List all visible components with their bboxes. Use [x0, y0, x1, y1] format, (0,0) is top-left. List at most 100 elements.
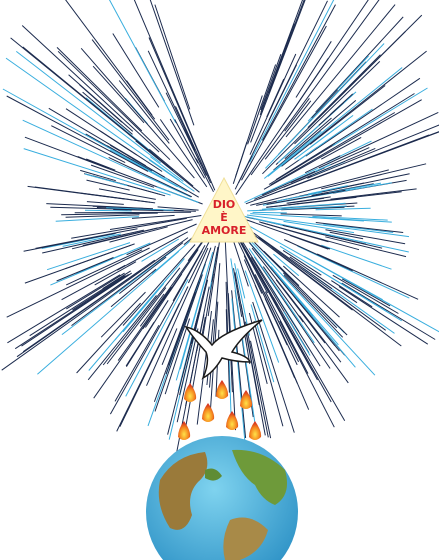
ray [50, 242, 151, 286]
ray [86, 179, 130, 191]
ray [283, 274, 344, 338]
ray [241, 25, 327, 181]
ray [308, 185, 348, 195]
ray [29, 275, 125, 337]
ray [273, 253, 300, 277]
ray [282, 249, 322, 276]
ray [259, 23, 295, 116]
ray [22, 119, 192, 198]
flame [184, 383, 197, 402]
ray [80, 169, 116, 182]
ray [318, 31, 406, 119]
ray [251, 247, 342, 363]
triangle-text: DIO [213, 198, 236, 211]
ray [330, 188, 417, 200]
ray [7, 274, 121, 344]
ray [258, 246, 348, 336]
ray [272, 297, 346, 422]
ray [65, 0, 156, 120]
ray [76, 302, 141, 374]
ray [265, 43, 385, 169]
ray [263, 99, 422, 190]
ray [304, 155, 341, 174]
ray [118, 256, 167, 294]
ray [284, 97, 310, 132]
ray [244, 167, 318, 203]
ray [307, 124, 439, 179]
ray [149, 0, 195, 126]
ray [84, 173, 128, 187]
ray [157, 206, 199, 211]
ray [283, 311, 311, 356]
ray [65, 214, 140, 218]
ray [315, 16, 404, 113]
ray [283, 220, 355, 234]
ray [268, 0, 305, 94]
ray [211, 246, 219, 283]
ray [235, 235, 298, 366]
ray [77, 156, 109, 169]
ray [252, 211, 287, 214]
ray [323, 223, 394, 233]
ray [250, 0, 380, 176]
ray [321, 163, 427, 190]
ray [34, 186, 150, 203]
ray [164, 318, 191, 395]
ray [148, 37, 210, 179]
ray [99, 130, 163, 172]
ray [254, 256, 331, 369]
ray [175, 106, 212, 184]
ray [246, 214, 410, 238]
ray [14, 273, 129, 350]
ray [159, 119, 208, 188]
ray [85, 97, 159, 158]
ray [238, 155, 253, 184]
ray [187, 236, 212, 284]
ray [71, 217, 187, 239]
ray [57, 50, 171, 161]
ray [250, 340, 272, 439]
ray [341, 282, 436, 340]
ray [329, 182, 382, 194]
ray [71, 242, 184, 327]
ray [308, 216, 364, 222]
ray [283, 0, 369, 125]
ray [239, 241, 269, 294]
ray [254, 218, 287, 227]
ray [10, 37, 160, 160]
ray [86, 201, 124, 205]
ray [253, 320, 284, 427]
ray [80, 47, 195, 179]
triangle-text: È [220, 211, 228, 224]
ray [331, 280, 373, 308]
ray [154, 4, 191, 110]
ray [146, 247, 209, 386]
ray [23, 148, 171, 196]
ray [298, 315, 349, 384]
ray [237, 268, 246, 299]
ray [250, 304, 275, 383]
ray [224, 234, 233, 393]
ray [289, 234, 329, 250]
ray [174, 119, 199, 164]
ray [202, 273, 214, 338]
ray [23, 232, 117, 252]
ray [237, 228, 340, 352]
ray [56, 257, 114, 282]
ray [82, 91, 133, 135]
ray [56, 47, 143, 132]
ray [332, 274, 399, 314]
ray [161, 328, 178, 365]
ray [144, 273, 183, 328]
ray [260, 54, 282, 111]
ray [309, 85, 386, 145]
ray [280, 213, 342, 217]
continent [158, 452, 208, 530]
ray [239, 230, 356, 368]
ray [98, 188, 156, 200]
ray [254, 284, 296, 379]
ray [182, 274, 203, 331]
ray [237, 234, 321, 367]
ray [312, 215, 388, 221]
ray [131, 214, 175, 219]
